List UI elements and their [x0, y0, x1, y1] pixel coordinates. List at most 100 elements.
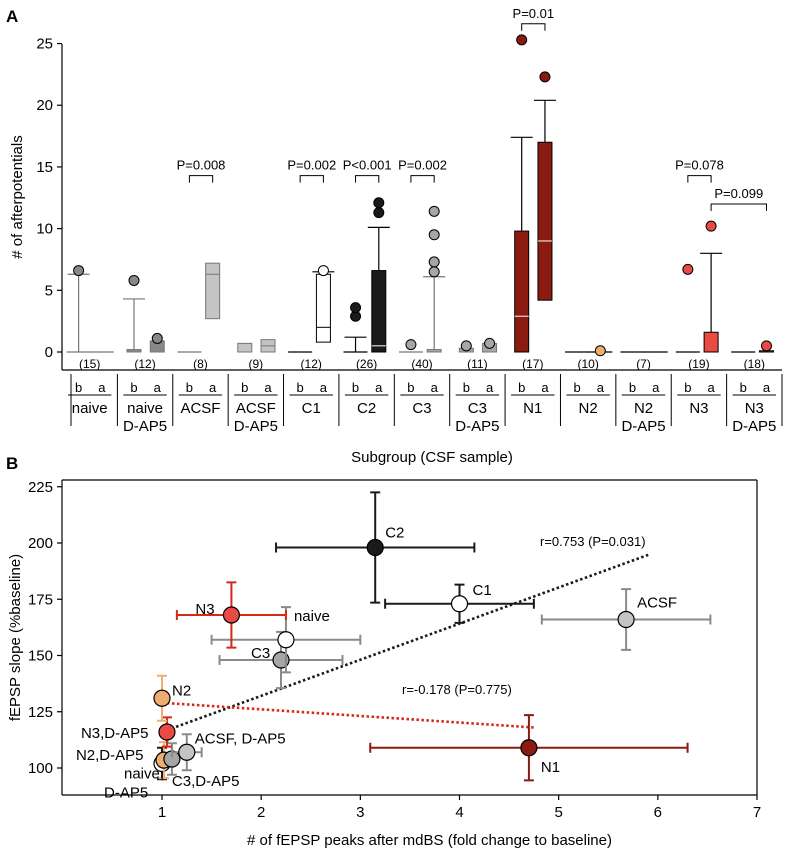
- x-tick-label: 3: [356, 804, 364, 821]
- before-label: b: [407, 380, 414, 395]
- after-label: a: [209, 380, 217, 395]
- group-label: naive: [72, 400, 108, 417]
- n-label: (15): [79, 357, 100, 371]
- y-tick-label: 15: [36, 159, 53, 176]
- y-axis-title: fEPSP slope (%baseline): [7, 554, 24, 721]
- x-tick-label: 1: [158, 804, 166, 821]
- outlier-point: [373, 197, 385, 209]
- significance-bracket: [521, 23, 546, 31]
- point-label: D-AP5: [104, 785, 148, 802]
- group-label: N1: [523, 400, 542, 417]
- before-label: b: [186, 380, 193, 395]
- fit-line: [161, 553, 651, 734]
- x-tick-label: 2: [257, 804, 265, 821]
- point-label: C1: [473, 582, 492, 599]
- box: [237, 342, 253, 353]
- significance-label: P=0.078: [675, 158, 724, 173]
- after-label: a: [652, 380, 660, 395]
- point-label: N2: [172, 682, 191, 699]
- x-axis-title: Subgroup (CSF sample): [351, 449, 513, 466]
- after-label: a: [486, 380, 494, 395]
- n-label: (8): [193, 357, 208, 371]
- outlier-point: [128, 274, 140, 286]
- outlier-point: [151, 332, 163, 344]
- data-point: [153, 689, 171, 707]
- outlier-point: [594, 345, 606, 357]
- significance-label: P=0.002: [287, 158, 336, 173]
- n-label: (11): [467, 357, 487, 371]
- before-label: b: [740, 380, 747, 395]
- outlier-point: [428, 256, 440, 268]
- group-label: C3: [468, 400, 487, 417]
- before-label: b: [297, 380, 304, 395]
- significance-label: P=0.01: [513, 6, 555, 21]
- x-tick-label: 7: [753, 804, 761, 821]
- data-point: [222, 606, 241, 624]
- point-label: ACSF: [637, 595, 677, 612]
- outlier-point: [516, 34, 528, 46]
- data-point: [617, 610, 635, 629]
- before-label: b: [352, 380, 359, 395]
- outlier-point: [428, 205, 440, 217]
- point-label: N2,D-AP5: [76, 747, 144, 764]
- after-label: a: [98, 380, 106, 395]
- n-label: (7): [636, 357, 651, 371]
- outlier-point: [317, 265, 329, 277]
- n-label: (12): [134, 357, 155, 371]
- after-label: a: [763, 380, 771, 395]
- group-label: N2: [634, 400, 653, 417]
- fit-line: [161, 701, 534, 729]
- outlier-point: [760, 340, 772, 352]
- group-label: naive: [127, 400, 163, 417]
- y-tick-label: 10: [36, 221, 53, 238]
- before-label: b: [518, 380, 525, 395]
- before-label: b: [573, 380, 580, 395]
- n-label: (9): [249, 357, 264, 371]
- significance-bracket: [710, 203, 767, 211]
- group-label-sub: D-AP5: [621, 418, 665, 435]
- group-label: N2: [579, 400, 598, 417]
- data-point: [450, 595, 469, 613]
- point-label: naive,: [124, 766, 164, 783]
- data-point: [158, 723, 176, 741]
- significance-label: P<0.001: [343, 158, 392, 173]
- before-label: b: [684, 380, 691, 395]
- outlier-point: [484, 337, 496, 349]
- fit-label: r=0.753 (P=0.031): [540, 534, 646, 549]
- panel-b-axes: 100 125 150 175 200 225 1 2 3 4 5 6 7 fEPSP slope (%b…: [7, 479, 761, 849]
- outlier-point: [705, 220, 717, 232]
- y-tick-label: 125: [28, 704, 53, 721]
- data-point: [520, 739, 538, 757]
- n-label: (12): [301, 357, 322, 371]
- panel-a-label: A: [6, 7, 18, 26]
- outlier-point: [539, 71, 551, 83]
- group-label: N3: [745, 400, 764, 417]
- box: [537, 141, 553, 301]
- y-tick-label: 100: [28, 760, 53, 777]
- before-label: b: [130, 380, 137, 395]
- y-tick-label: 200: [28, 535, 53, 552]
- box: [371, 270, 387, 353]
- box: [703, 331, 719, 353]
- after-label: a: [597, 380, 605, 395]
- point-label: C3,D-AP5: [172, 773, 240, 790]
- after-label: a: [431, 380, 439, 395]
- point-label: N3: [195, 601, 214, 618]
- after-label: a: [154, 380, 162, 395]
- panel-a: A 0 5 10 15 20 25 # of afterpotentials b a naive (…: [6, 6, 783, 466]
- data-point: [277, 631, 295, 649]
- group-label-sub: D-AP5: [732, 418, 776, 435]
- y-tick-label: 20: [36, 97, 53, 114]
- n-label: (19): [688, 357, 709, 371]
- n-label: (40): [411, 357, 432, 371]
- group-label: C2: [357, 400, 376, 417]
- panel-b: B 100 125 150 175 200 225 1 2 3 4 5 6 7 fEPSP slope (…: [6, 454, 761, 849]
- after-label: a: [541, 380, 549, 395]
- x-tick-label: 5: [554, 804, 562, 821]
- y-tick-label: 150: [28, 648, 53, 665]
- outlier-point: [373, 207, 385, 219]
- significance-bracket: [410, 175, 435, 183]
- fit-label: r=-0.178 (P=0.775): [402, 682, 512, 697]
- significance-bracket: [687, 175, 712, 183]
